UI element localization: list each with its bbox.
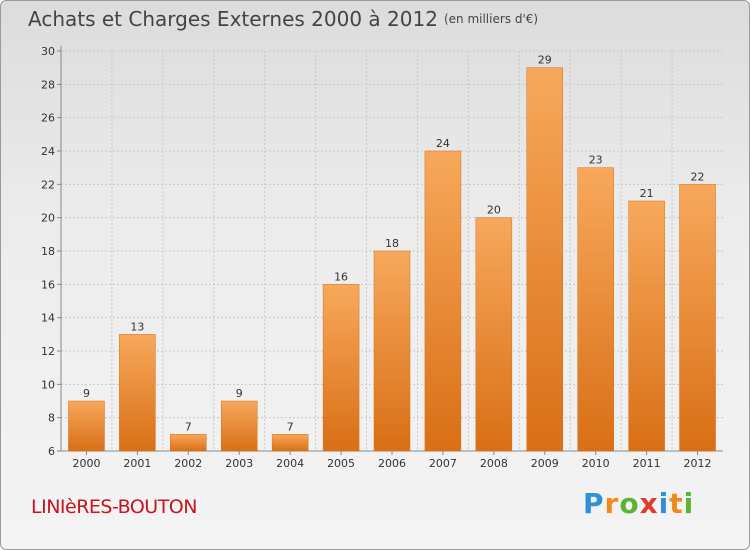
- data-label: 18: [385, 237, 399, 250]
- chart-unit: (en milliers d'€): [443, 12, 539, 26]
- logo-letter: i: [683, 487, 695, 520]
- x-tick-label: 2007: [429, 457, 457, 470]
- logo-letter: o: [619, 487, 640, 520]
- proxiti-logo: Proxiti: [583, 487, 694, 520]
- data-label: 22: [691, 170, 705, 183]
- bar: [68, 400, 105, 452]
- bar: [424, 150, 462, 452]
- bar: [119, 334, 156, 452]
- data-label: 9: [83, 387, 90, 400]
- logo-letter: t: [669, 487, 684, 520]
- y-tick-label: 8: [48, 412, 55, 425]
- y-tick-label: 26: [41, 112, 55, 125]
- bar: [220, 400, 258, 452]
- y-tick-label: 20: [41, 212, 55, 225]
- bar: [475, 217, 513, 452]
- logo-letter: i: [658, 487, 670, 520]
- logo-letter: P: [583, 487, 605, 520]
- y-tick-label: 6: [48, 445, 55, 458]
- data-label: 29: [538, 54, 552, 67]
- y-tick-label: 14: [41, 312, 55, 325]
- bar: [170, 434, 207, 452]
- y-tick-label: 30: [41, 45, 55, 58]
- x-tick-label: 2002: [174, 457, 202, 470]
- data-label: 7: [287, 420, 294, 433]
- x-tick-label: 2001: [123, 457, 151, 470]
- location-name: LINIèRES-BOUTON: [31, 496, 197, 518]
- data-label: 9: [236, 387, 243, 400]
- bar: [679, 184, 716, 452]
- data-label: 20: [487, 204, 501, 217]
- x-tick-label: 2005: [327, 457, 355, 470]
- x-tick-label: 2012: [684, 457, 712, 470]
- data-label: 7: [185, 420, 192, 433]
- y-tick-label: 16: [41, 278, 55, 291]
- bar: [526, 67, 564, 452]
- bar: [373, 250, 411, 452]
- data-label: 13: [130, 320, 144, 333]
- logo-letter: x: [639, 487, 659, 520]
- bar: [577, 167, 614, 452]
- x-tick-label: 2011: [633, 457, 661, 470]
- x-tick-label: 2000: [72, 457, 100, 470]
- bar: [322, 284, 360, 452]
- bar: [271, 434, 309, 452]
- y-tick-label: 22: [41, 178, 55, 191]
- bar: [628, 200, 665, 452]
- x-tick-label: 2003: [225, 457, 253, 470]
- y-tick-label: 28: [41, 78, 55, 91]
- chart-title: Achats et Charges Externes 2000 à 2012 (e…: [28, 7, 538, 31]
- y-tick-label: 10: [41, 378, 55, 391]
- data-label: 24: [436, 137, 450, 150]
- x-tick-label: 2009: [531, 457, 559, 470]
- y-tick-label: 12: [41, 345, 55, 358]
- chart-title-text: Achats et Charges Externes 2000 à 2012: [28, 7, 438, 31]
- y-tick-label: 18: [41, 245, 55, 258]
- data-label: 21: [640, 187, 654, 200]
- x-tick-label: 2010: [582, 457, 610, 470]
- x-tick-label: 2006: [378, 457, 406, 470]
- x-tick-label: 2004: [276, 457, 304, 470]
- data-label: 16: [334, 270, 348, 283]
- y-tick-label: 24: [41, 145, 55, 158]
- x-tick-label: 2008: [480, 457, 508, 470]
- data-label: 23: [589, 154, 603, 167]
- logo-letter: r: [604, 487, 620, 520]
